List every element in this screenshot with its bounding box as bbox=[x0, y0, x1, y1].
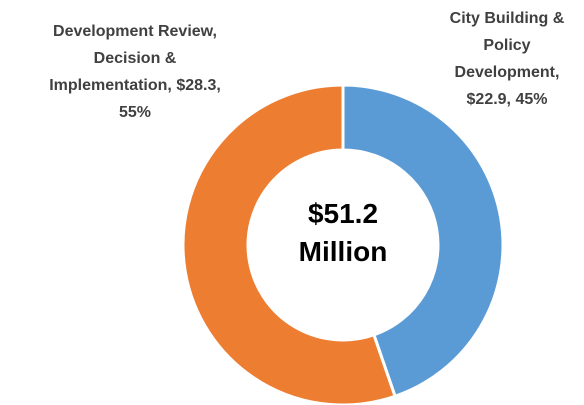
data-label: Development Review, Decision & Implement… bbox=[49, 23, 221, 121]
donut-segment bbox=[341, 83, 505, 399]
data-label: City Building & Policy Development, $22.… bbox=[449, 10, 565, 108]
donut-segment bbox=[181, 83, 397, 405]
center-label: $51.2 Million bbox=[298, 198, 388, 267]
